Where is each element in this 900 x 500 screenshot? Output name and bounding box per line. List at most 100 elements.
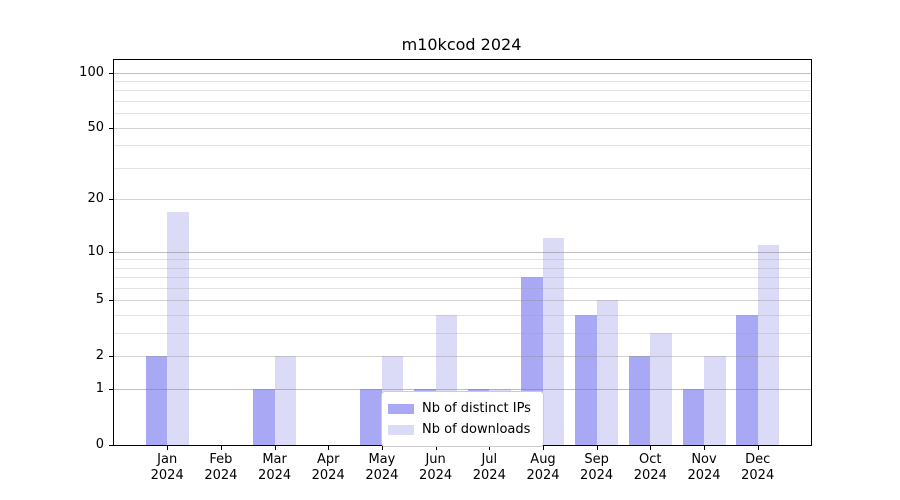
year-label: 2024: [687, 468, 721, 483]
month-label: Jul: [481, 452, 498, 467]
gridline-minor: [114, 333, 811, 335]
x-tick-label: Sep 2024: [562, 452, 632, 484]
legend-label: Nb of downloads: [422, 422, 531, 437]
y-tick: [109, 72, 114, 74]
y-tick-label: 50: [87, 119, 104, 135]
legend-item: Nb of distinct IPs: [388, 398, 531, 419]
month-label: Aug: [530, 452, 556, 467]
gridline-minor: [114, 90, 811, 92]
bar-downloads: [704, 356, 726, 445]
x-tick-label: May 2024: [347, 452, 417, 484]
year-label: 2024: [526, 468, 560, 483]
x-tick: [381, 445, 383, 450]
x-tick-label: Oct 2024: [615, 452, 685, 484]
gridline-major: [114, 356, 811, 358]
bar-distinct-ips: [360, 389, 382, 445]
x-tick-label: Feb 2024: [186, 452, 256, 484]
month-label: May: [368, 452, 396, 467]
month-label: Dec: [745, 452, 771, 467]
bar-downloads: [650, 333, 672, 445]
bar-distinct-ips: [628, 356, 651, 445]
x-tick: [328, 445, 330, 450]
gridline-minor: [114, 145, 811, 147]
year-label: 2024: [311, 468, 345, 483]
gridline-minor: [114, 315, 811, 317]
bar-distinct-ips: [253, 389, 275, 445]
year-label: 2024: [258, 468, 292, 483]
x-tick-label: Aug 2024: [508, 452, 578, 484]
y-tick-label: 5: [95, 292, 104, 308]
month-label: Nov: [691, 452, 717, 467]
y-tick-label: 2: [95, 348, 104, 364]
gridline-minor: [114, 101, 811, 102]
x-tick-label: Dec 2024: [723, 452, 793, 484]
bar-distinct-ips: [736, 315, 758, 445]
year-label: 2024: [150, 468, 184, 483]
gridline-major: [114, 251, 811, 253]
gridline-major: [114, 389, 811, 391]
plot-area: Nb of distinct IPs Nb of downloads 0 1 2 5 10…: [79, 59, 812, 483]
x-tick: [704, 445, 705, 450]
gridline-major: [114, 300, 811, 302]
bar-distinct-ips: [575, 315, 597, 445]
gridline-minor: [114, 167, 811, 169]
legend-label: Nb of distinct IPs: [422, 401, 531, 416]
x-tick: [167, 445, 169, 450]
legend-swatch-icon: [388, 424, 414, 435]
gridline-minor: [114, 113, 811, 115]
x-tick-label: Jan 2024: [132, 452, 202, 484]
gridline-major: [114, 127, 811, 129]
x-tick-label: Jun 2024: [401, 452, 471, 484]
y-tick: [109, 251, 114, 253]
x-tick: [543, 445, 544, 450]
gridline-minor: [114, 277, 811, 279]
gridline-minor: [114, 267, 811, 269]
month-label: Feb: [209, 452, 233, 467]
gridline-major: [114, 72, 811, 74]
x-tick: [757, 445, 759, 450]
month-label: Sep: [584, 452, 609, 467]
gridline-minor: [114, 288, 811, 289]
x-tick: [596, 445, 598, 450]
y-tick: [109, 300, 114, 302]
gridline-minor: [114, 81, 811, 82]
y-tick: [109, 127, 114, 129]
bar-distinct-ips: [145, 356, 168, 445]
legend-swatch-icon: [388, 403, 414, 414]
year-label: 2024: [580, 468, 614, 483]
legend: Nb of distinct IPs Nb of downloads: [381, 391, 544, 447]
x-tick: [435, 445, 437, 450]
gridline-minor: [114, 259, 811, 261]
month-label: Oct: [639, 452, 662, 467]
x-tick: [220, 445, 222, 450]
y-tick-label: 10: [87, 243, 104, 259]
year-label: 2024: [472, 468, 506, 483]
bar-downloads: [542, 238, 565, 445]
bar-distinct-ips: [682, 389, 704, 445]
x-tick-label: Nov 2024: [669, 452, 739, 484]
bar-downloads: [274, 356, 297, 445]
chart-title: m10kcod 2024: [401, 35, 522, 54]
month-label: Apr: [316, 452, 340, 467]
y-tick: [109, 445, 114, 446]
month-label: Jan: [157, 452, 178, 467]
x-tick: [274, 445, 276, 450]
y-tick: [109, 389, 114, 391]
x-tick: [489, 445, 491, 450]
year-label: 2024: [633, 468, 667, 483]
month-label: Jun: [425, 452, 446, 467]
x-tick-label: Apr 2024: [293, 452, 363, 484]
year-label: 2024: [365, 468, 399, 483]
bar-downloads: [167, 211, 189, 445]
year-label: 2024: [419, 468, 453, 483]
y-tick: [109, 356, 114, 358]
bar-downloads: [596, 300, 619, 445]
x-tick-label: Mar 2024: [240, 452, 310, 484]
y-tick-label: 100: [79, 64, 104, 80]
y-tick: [109, 199, 114, 201]
y-tick-label: 20: [87, 191, 104, 207]
x-tick: [650, 445, 652, 450]
y-tick-label: 0: [95, 437, 104, 452]
month-label: Mar: [262, 452, 287, 467]
